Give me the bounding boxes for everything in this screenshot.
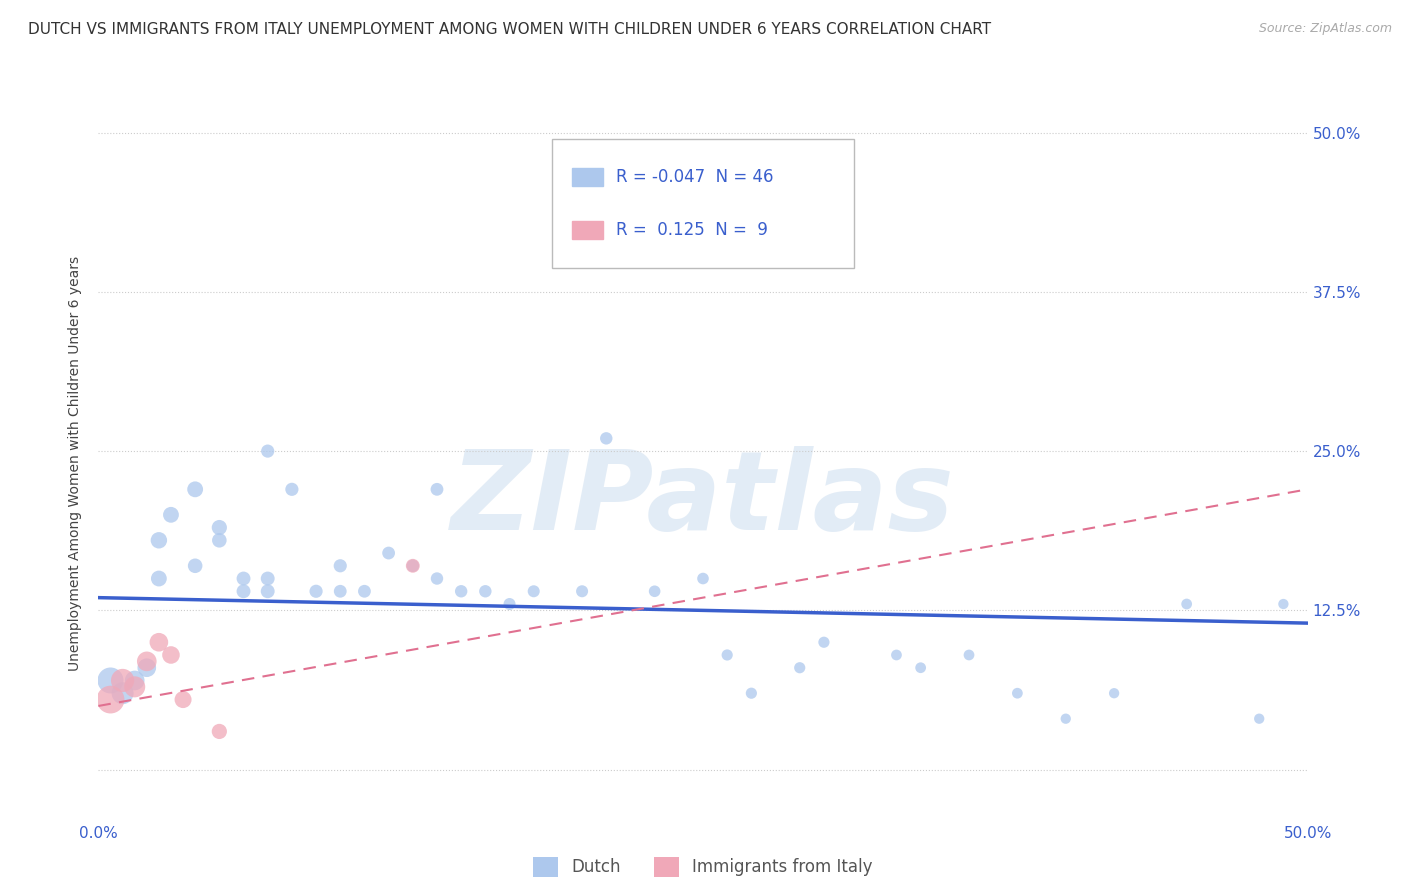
Point (644, 584, 666, 599)
Text: R = -0.047  N = 46: R = -0.047 N = 46 (616, 168, 773, 186)
Point (377, 546, 399, 560)
Point (402, 558, 425, 573)
Point (426, 483, 449, 497)
Point (305, 584, 328, 599)
Text: DUTCH VS IMMIGRANTS FROM ITALY UNEMPLOYMENT AMONG WOMEN WITH CHILDREN UNDER 6 YE: DUTCH VS IMMIGRANTS FROM ITALY UNEMPLOYM… (28, 22, 991, 37)
Point (124, 680, 146, 694)
Point (498, 597, 520, 611)
Point (111, 673, 134, 688)
FancyBboxPatch shape (553, 139, 855, 268)
Point (111, 686, 134, 700)
Point (1175, 597, 1198, 611)
Point (148, 572, 170, 586)
Y-axis label: Unemployment Among Women with Children Under 6 years: Unemployment Among Women with Children U… (69, 256, 83, 672)
Point (232, 584, 254, 599)
Point (595, 431, 617, 445)
Point (184, 558, 207, 573)
Point (148, 635, 170, 649)
Point (353, 584, 375, 599)
Point (329, 558, 352, 573)
Point (184, 483, 207, 497)
Point (232, 572, 254, 586)
Point (172, 692, 194, 706)
Point (402, 558, 425, 573)
Point (1054, 712, 1077, 726)
Text: R =  0.125  N =  9: R = 0.125 N = 9 (616, 221, 768, 239)
Point (474, 584, 496, 599)
Point (160, 648, 183, 662)
Point (886, 648, 908, 662)
Legend: Dutch, Immigrants from Italy: Dutch, Immigrants from Italy (526, 850, 880, 884)
Point (692, 572, 714, 586)
Text: ZIPatlas: ZIPatlas (451, 446, 955, 553)
Point (208, 724, 231, 739)
FancyBboxPatch shape (572, 221, 603, 239)
FancyBboxPatch shape (572, 168, 603, 186)
Point (716, 648, 738, 662)
Text: Source: ZipAtlas.com: Source: ZipAtlas.com (1258, 22, 1392, 36)
Point (1102, 686, 1125, 700)
Point (124, 673, 146, 688)
Point (100, 673, 122, 688)
Point (256, 444, 278, 458)
Point (523, 584, 546, 599)
Point (100, 692, 122, 706)
Point (1007, 686, 1029, 700)
Point (135, 654, 157, 668)
Point (740, 686, 762, 700)
Point (256, 572, 278, 586)
Point (281, 483, 304, 497)
Point (813, 635, 835, 649)
Point (910, 661, 932, 675)
Point (148, 533, 170, 548)
Point (571, 584, 593, 599)
Point (1272, 597, 1295, 611)
Point (957, 648, 980, 662)
Point (450, 584, 472, 599)
Point (789, 661, 811, 675)
Point (1249, 712, 1271, 726)
Point (160, 508, 183, 522)
Point (256, 584, 278, 599)
Point (329, 584, 352, 599)
Point (426, 572, 449, 586)
Point (208, 520, 231, 534)
Point (135, 661, 157, 675)
Point (208, 533, 231, 548)
